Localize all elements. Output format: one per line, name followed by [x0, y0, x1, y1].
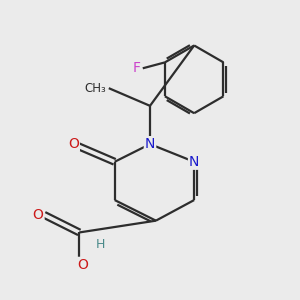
Text: H: H [95, 238, 105, 251]
Text: CH₃: CH₃ [84, 82, 106, 95]
Text: O: O [33, 208, 44, 222]
Text: O: O [68, 137, 79, 151]
Text: N: N [189, 155, 200, 169]
Text: F: F [133, 61, 141, 75]
Text: N: N [145, 137, 155, 151]
Text: O: O [77, 258, 88, 272]
